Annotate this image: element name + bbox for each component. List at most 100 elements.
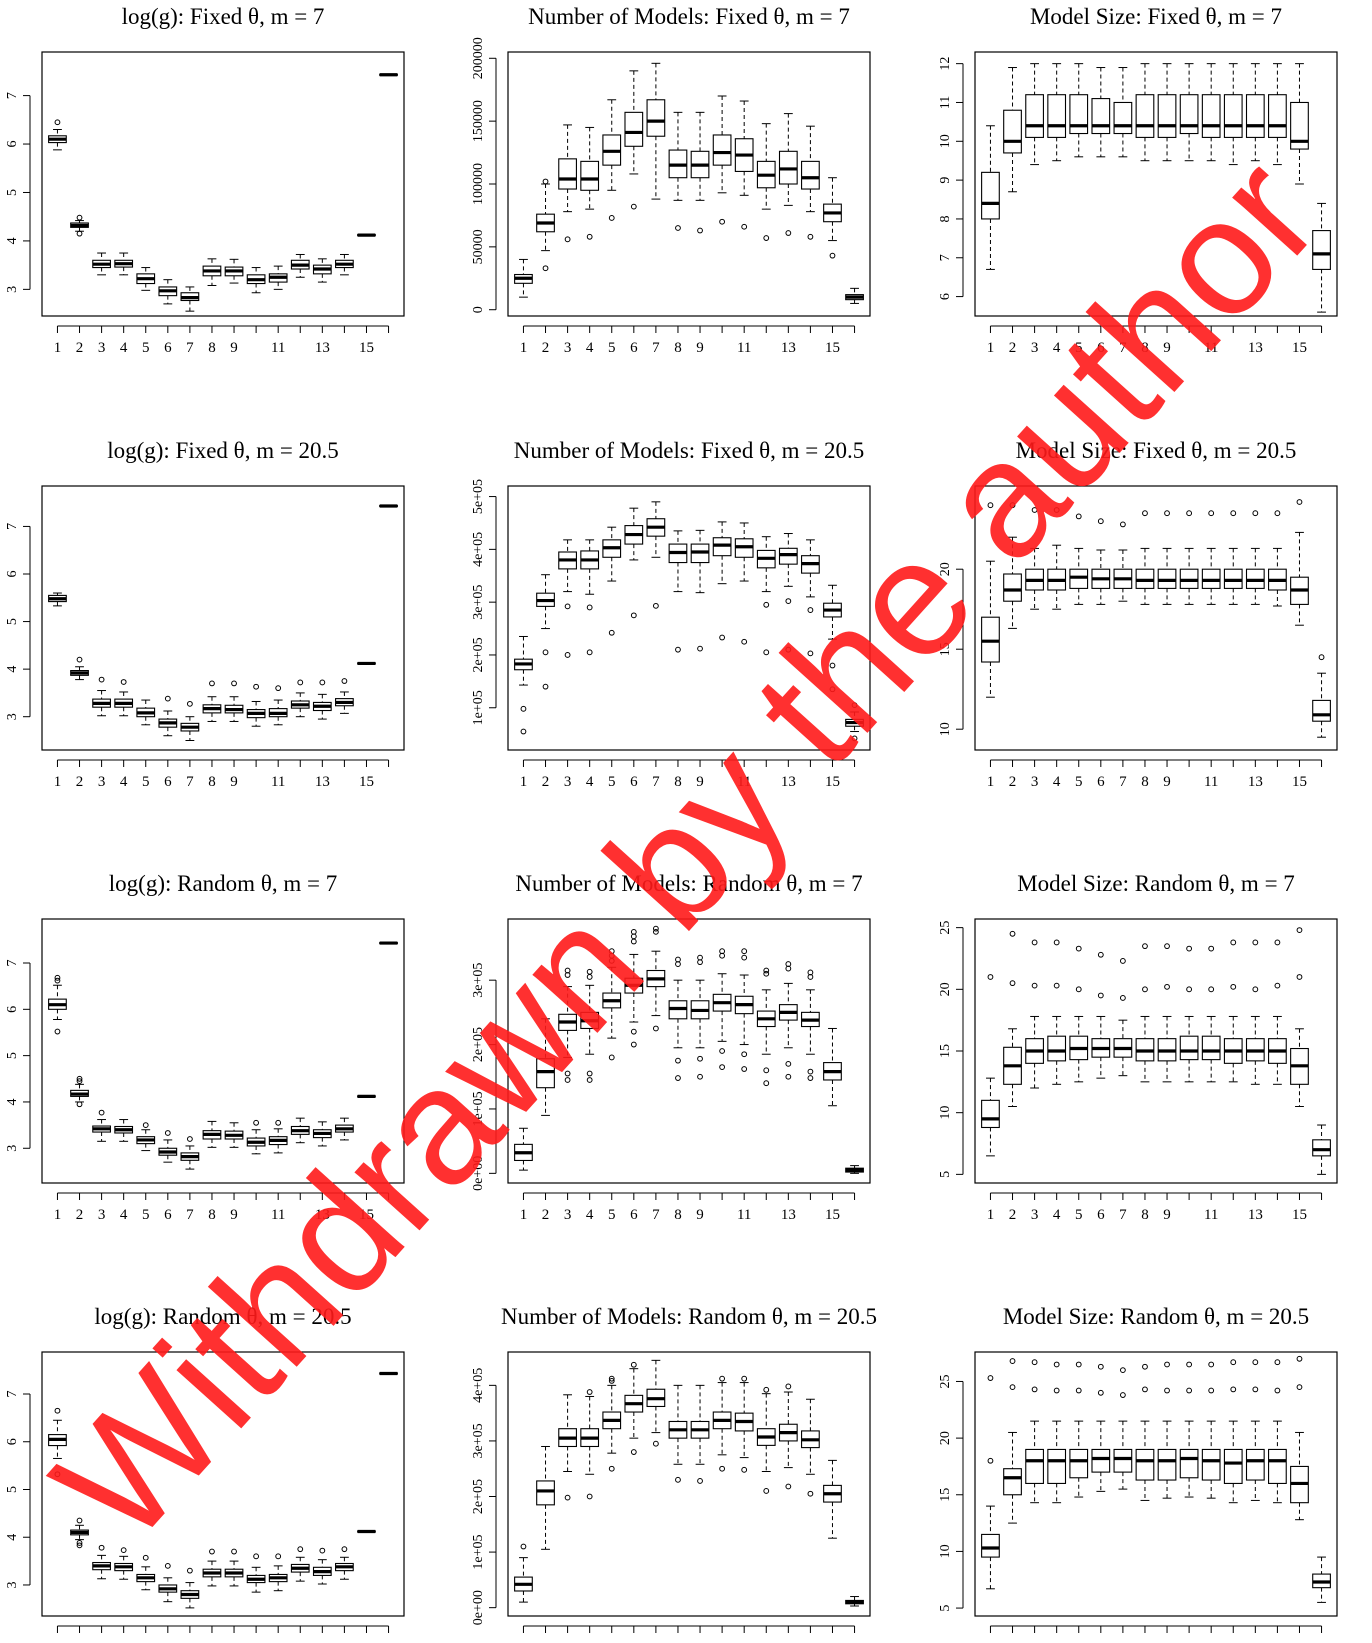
box-3 xyxy=(558,967,577,1083)
outlier-point xyxy=(76,1542,83,1549)
y-tick-label: 4 xyxy=(5,1534,20,1541)
outlier-point xyxy=(1053,1361,1060,1368)
box-body xyxy=(1003,109,1022,154)
box-7 xyxy=(180,700,200,741)
x-tick-label: 1 xyxy=(987,1207,995,1223)
outlier-point xyxy=(630,1041,637,1048)
outlier-point xyxy=(1053,982,1060,989)
plot-frame xyxy=(974,1351,1338,1617)
box-body xyxy=(1223,1448,1243,1484)
plot-frame xyxy=(41,51,405,317)
outlier-point xyxy=(520,1543,527,1550)
outlier-point xyxy=(76,1075,83,1082)
box-12 xyxy=(756,1386,776,1494)
x-tick-label: 7 xyxy=(186,1207,194,1223)
outlier-point xyxy=(1230,983,1237,990)
box-1 xyxy=(981,974,1000,1157)
outlier-point xyxy=(186,700,193,707)
box-2 xyxy=(1003,502,1022,629)
outlier-point xyxy=(1274,982,1281,989)
box-2 xyxy=(70,214,89,237)
box-10 xyxy=(246,1553,266,1593)
box-4 xyxy=(1047,939,1067,1085)
y-tick-label: 10 xyxy=(938,722,953,736)
box-15 xyxy=(1290,1355,1309,1521)
plot-frame xyxy=(507,1351,871,1617)
box-13 xyxy=(778,1383,798,1490)
box-9 xyxy=(1157,1361,1177,1499)
y-tick-label: 10 xyxy=(938,1544,953,1558)
x-tick-label: 3 xyxy=(1031,1207,1039,1223)
x-tick-label: 5 xyxy=(142,340,150,356)
box-5 xyxy=(1069,513,1089,605)
outlier-point xyxy=(275,1553,282,1560)
box-1 xyxy=(48,974,67,1035)
box-12 xyxy=(290,1117,310,1144)
outlier-point xyxy=(586,233,593,240)
chart-title: Number of Models: Random θ, m = 7 xyxy=(515,871,862,896)
box-4 xyxy=(114,679,134,717)
box-4 xyxy=(114,1119,134,1142)
box-8 xyxy=(202,258,222,286)
y-tick-label: 9 xyxy=(938,177,953,184)
outlier-point xyxy=(1031,507,1038,513)
x-tick-label: 5 xyxy=(1075,340,1083,356)
x-tick-label: 13 xyxy=(315,774,330,790)
box-body xyxy=(1179,568,1199,589)
box-7 xyxy=(646,501,666,609)
x-tick-label: 11 xyxy=(271,1207,285,1223)
box-13 xyxy=(778,533,798,653)
outlier-point xyxy=(1119,1367,1126,1374)
outlier-point xyxy=(763,1080,770,1087)
box-body xyxy=(1069,568,1089,589)
outlier-point xyxy=(586,649,593,656)
outlier-point xyxy=(785,230,792,236)
x-tick-label: 3 xyxy=(1031,774,1039,790)
box-1 xyxy=(514,258,533,298)
y-axis: 3 4 5 6 7 xyxy=(5,1391,31,1588)
x-tick-label: 8 xyxy=(1141,774,1149,790)
outlier-point xyxy=(1274,1387,1281,1394)
box-13 xyxy=(778,961,798,1080)
box-8 xyxy=(202,1120,222,1148)
box-14 xyxy=(801,969,820,1081)
outlier-point xyxy=(1119,521,1126,528)
outlier-point xyxy=(763,1386,770,1393)
box-body xyxy=(1003,573,1022,602)
x-tick-label: 3 xyxy=(1031,340,1039,356)
box-body xyxy=(1312,1139,1331,1157)
outlier-point xyxy=(785,1060,792,1067)
outlier-point xyxy=(1075,1387,1082,1394)
outlier-point xyxy=(586,974,593,980)
box-body xyxy=(1135,94,1155,138)
y-tick-label: 200000 xyxy=(471,37,486,79)
box-body xyxy=(1179,1448,1199,1479)
box-16 xyxy=(845,287,864,304)
outlier-point xyxy=(741,638,748,645)
box-3 xyxy=(92,676,111,717)
box-16 xyxy=(379,941,398,945)
x-tick-label: 11 xyxy=(271,774,285,790)
box-15 xyxy=(357,1529,376,1534)
box-body xyxy=(1135,1448,1155,1481)
outlier-point xyxy=(675,961,681,967)
box-body xyxy=(1091,98,1111,135)
outlier-point xyxy=(586,1070,593,1077)
x-tick-label: 1 xyxy=(987,340,995,356)
outlier-point xyxy=(608,1378,615,1384)
outlier-point xyxy=(564,652,571,658)
outlier-point xyxy=(763,967,770,974)
outlier-point xyxy=(76,1540,83,1546)
box-13 xyxy=(1245,63,1265,162)
box-3 xyxy=(558,124,577,243)
box-12 xyxy=(290,253,310,278)
box-10 xyxy=(246,267,266,294)
box-10 xyxy=(712,521,732,641)
x-tick-label: 11 xyxy=(737,774,751,790)
x-tick-label: 9 xyxy=(230,1207,238,1223)
y-tick-label: 6 xyxy=(5,1438,20,1445)
box-3 xyxy=(92,252,111,276)
outlier-point xyxy=(1296,974,1303,980)
